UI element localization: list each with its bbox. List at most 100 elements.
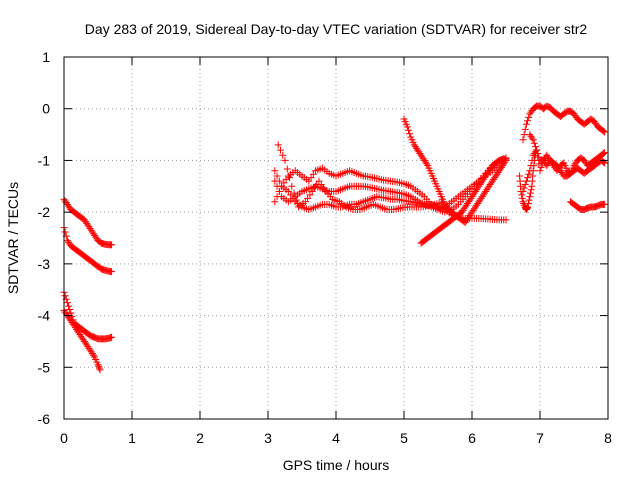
x-tick-label: 5 xyxy=(400,430,408,446)
data-point xyxy=(524,117,532,125)
series-C-late xyxy=(516,151,539,214)
data-point xyxy=(529,136,537,144)
y-tick-label: -2 xyxy=(38,204,51,220)
data-point xyxy=(520,184,528,192)
data-point xyxy=(283,165,291,173)
data-point xyxy=(406,130,414,138)
y-tick-label: -5 xyxy=(38,359,51,375)
x-tick-label: 0 xyxy=(60,430,68,446)
data-point xyxy=(89,351,97,359)
series-D-mid xyxy=(274,141,445,214)
data-point xyxy=(599,158,607,166)
data-point xyxy=(601,128,609,136)
data-point xyxy=(502,216,510,224)
x-tick-label: 2 xyxy=(196,430,204,446)
data-point xyxy=(601,149,609,157)
data-point xyxy=(96,366,104,374)
data-point xyxy=(275,177,283,185)
data-series xyxy=(60,102,609,374)
data-point xyxy=(61,292,69,300)
data-point xyxy=(521,181,529,189)
data-point xyxy=(108,333,116,341)
data-point xyxy=(526,193,534,201)
data-point xyxy=(525,113,533,121)
data-point xyxy=(531,143,539,151)
data-point xyxy=(524,174,532,182)
data-point xyxy=(517,187,525,195)
data-point xyxy=(525,170,533,178)
data-point xyxy=(288,182,296,190)
data-point xyxy=(518,191,526,199)
data-point xyxy=(537,163,545,171)
data-point xyxy=(518,194,526,202)
data-point xyxy=(533,146,541,154)
data-point xyxy=(527,186,535,194)
data-point xyxy=(61,228,69,236)
data-point xyxy=(290,189,298,197)
data-point xyxy=(274,141,282,149)
data-point xyxy=(599,150,607,158)
x-tick-label: 4 xyxy=(332,430,340,446)
x-tick-label: 7 xyxy=(536,430,544,446)
data-point xyxy=(271,198,279,206)
data-point xyxy=(65,302,73,310)
series-A-early xyxy=(60,195,116,249)
data-point xyxy=(601,200,609,208)
data-point xyxy=(521,125,529,133)
tick-labels: 0 1 2 3 4 5 6 7 8 1 0 -1 -2 -3 -4 -5 -6 xyxy=(38,49,613,446)
data-point xyxy=(599,127,607,135)
series-A-late xyxy=(519,102,609,144)
data-point xyxy=(273,172,281,180)
y-tick-label: -4 xyxy=(38,308,51,324)
data-point xyxy=(525,196,533,204)
chart-title: Day 283 of 2019, Sidereal Day-to-day VTE… xyxy=(85,21,588,37)
data-point xyxy=(529,167,537,175)
x-tick-label: 8 xyxy=(604,430,612,446)
data-point xyxy=(66,306,74,314)
y-tick-label: 1 xyxy=(42,49,50,65)
series-D-early xyxy=(60,306,104,374)
data-point xyxy=(403,123,411,131)
series-F-mid xyxy=(417,155,510,247)
data-point xyxy=(423,160,431,168)
data-point xyxy=(63,299,71,307)
data-point xyxy=(522,120,530,128)
series-E-late xyxy=(526,131,609,180)
x-axis-label: GPS time / hours xyxy=(283,457,390,473)
data-point xyxy=(536,167,544,175)
y-tick-label: -1 xyxy=(38,152,51,168)
data-point xyxy=(530,139,538,147)
data-point xyxy=(95,362,103,370)
data-point xyxy=(524,200,532,208)
data-point xyxy=(524,203,532,211)
grid-lines xyxy=(64,57,608,419)
y-tick-label: 0 xyxy=(42,101,50,117)
data-point xyxy=(519,136,527,144)
data-point xyxy=(502,155,510,163)
data-point xyxy=(519,198,527,206)
data-point xyxy=(94,361,102,369)
data-point xyxy=(279,151,287,159)
x-tick-label: 3 xyxy=(264,430,272,446)
data-point xyxy=(528,134,536,142)
data-point xyxy=(271,167,279,175)
data-point xyxy=(526,189,534,197)
y-tick-label: -6 xyxy=(38,411,51,427)
data-point xyxy=(275,187,283,195)
x-tick-label: 6 xyxy=(468,430,476,446)
data-point xyxy=(292,196,300,204)
data-point xyxy=(108,268,116,276)
y-tick-label: -3 xyxy=(38,256,51,272)
series-B-early xyxy=(60,224,116,276)
data-point xyxy=(534,150,542,158)
data-point xyxy=(276,146,284,154)
data-point xyxy=(286,174,294,182)
data-point xyxy=(522,177,530,185)
data-point xyxy=(530,162,538,170)
series-D-late xyxy=(567,198,609,214)
data-point xyxy=(108,241,116,249)
data-point xyxy=(405,126,413,134)
data-point xyxy=(95,364,103,372)
data-point xyxy=(281,156,289,164)
